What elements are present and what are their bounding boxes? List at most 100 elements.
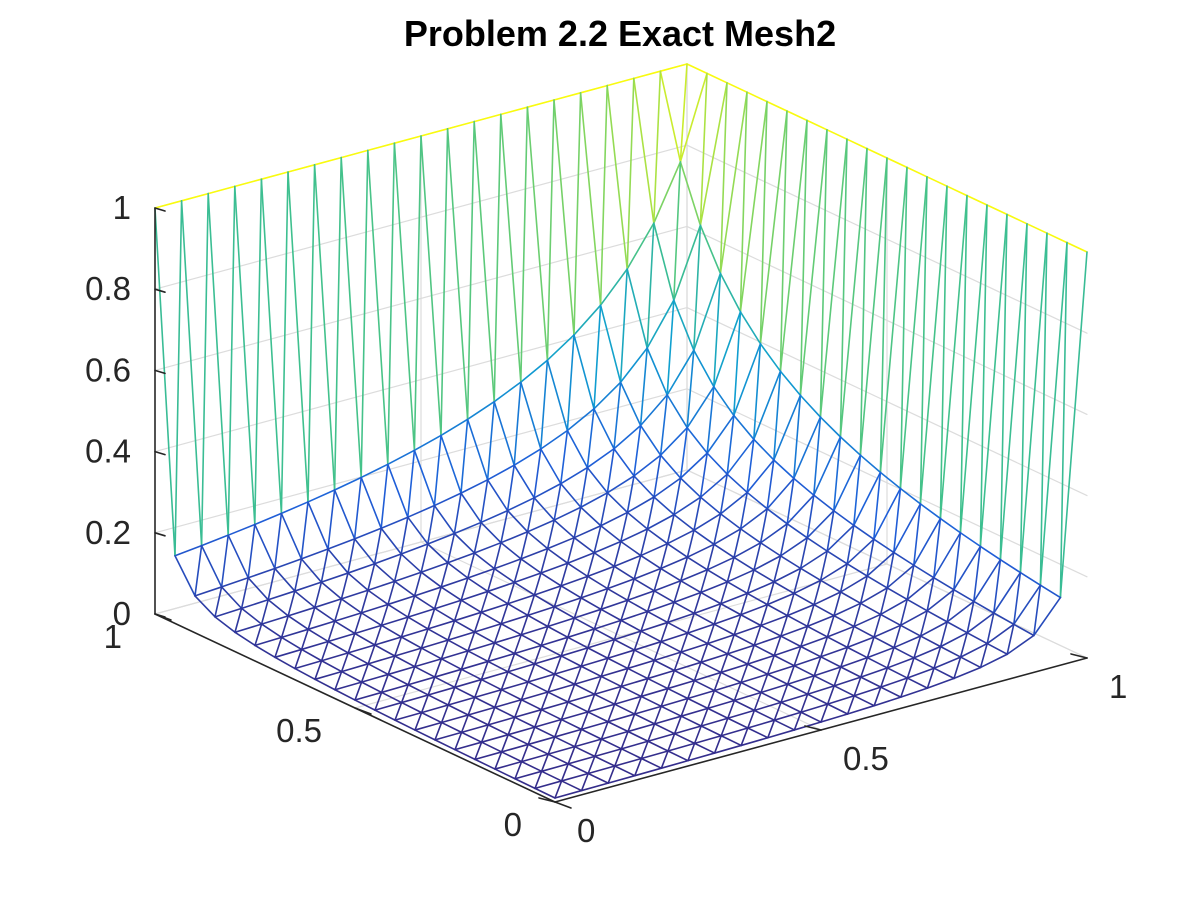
mesh-edge <box>726 556 735 583</box>
mesh-edge <box>480 521 502 544</box>
mesh-edge <box>719 581 729 605</box>
mesh-edge <box>454 741 483 751</box>
mesh-edge <box>719 272 742 313</box>
mesh-edge <box>466 577 489 593</box>
mesh-edge <box>446 561 469 579</box>
mesh-edge <box>487 724 510 736</box>
mesh-edge <box>347 538 356 574</box>
mesh-edge <box>353 612 363 635</box>
mesh-edge <box>553 597 582 608</box>
mesh-edge <box>966 600 975 634</box>
mesh-edge <box>679 426 689 479</box>
mesh-edge <box>520 625 549 636</box>
mesh-edge <box>520 743 530 763</box>
mesh-edge <box>653 715 683 725</box>
mesh-edge <box>493 400 516 467</box>
mesh-edge <box>673 601 696 615</box>
mesh-edge <box>260 178 283 515</box>
mesh-edge <box>400 683 410 704</box>
mesh-edge <box>726 581 749 595</box>
mesh-edge <box>713 543 735 559</box>
mesh-edge <box>899 487 922 505</box>
mesh-edge <box>460 724 490 734</box>
mesh-edge <box>453 599 463 622</box>
mesh-edge <box>234 623 263 634</box>
mesh-edge <box>507 726 536 736</box>
mesh-edge <box>706 414 735 454</box>
mesh-edge <box>434 731 463 741</box>
mesh-edge <box>280 615 290 639</box>
mesh-edge <box>447 696 476 706</box>
mesh-edge <box>926 588 955 612</box>
mesh-edge <box>799 119 808 397</box>
mesh-edge <box>659 542 669 570</box>
mesh-edge <box>287 590 296 617</box>
mesh-edge <box>407 616 429 630</box>
mesh-edge <box>653 640 662 662</box>
mesh-edge <box>493 706 516 719</box>
mesh-edge <box>500 509 509 544</box>
mesh-edge <box>912 517 942 567</box>
mesh-edge <box>613 565 636 580</box>
mesh-edge <box>580 720 609 731</box>
mesh-edge <box>420 543 429 574</box>
mesh-edge <box>566 536 576 565</box>
mesh-edge <box>806 693 829 705</box>
mesh-edge <box>873 696 902 707</box>
mesh-edge <box>726 414 735 475</box>
mesh-edge <box>699 82 728 227</box>
mesh-edge <box>686 612 696 634</box>
mesh-edge <box>926 609 949 623</box>
mesh-edge <box>700 661 722 674</box>
mesh-edge <box>832 509 855 527</box>
mesh-edge <box>373 562 396 583</box>
mesh-edge <box>580 657 609 668</box>
mesh-edge <box>533 726 556 738</box>
mesh-edge <box>333 489 356 540</box>
mesh-edge <box>826 129 848 140</box>
mesh-edge <box>334 670 343 691</box>
mesh-edge <box>506 464 516 512</box>
mesh-edge <box>959 631 969 658</box>
mesh-edge <box>460 590 489 602</box>
mesh-edge <box>546 536 576 550</box>
mesh-edge <box>899 609 929 627</box>
mesh-edge <box>460 492 482 524</box>
mesh-edge <box>946 185 968 197</box>
mesh-edge <box>760 683 789 694</box>
mesh-edge <box>567 693 596 703</box>
mesh-edge <box>639 347 649 427</box>
mesh-edge <box>466 552 476 579</box>
mesh-edge <box>353 538 376 565</box>
mesh-edge <box>686 529 695 558</box>
mesh-edge <box>480 670 509 681</box>
mesh-edge <box>234 631 256 647</box>
mesh-edge <box>706 689 716 710</box>
mesh-edge <box>354 681 363 701</box>
mesh-edge <box>373 644 396 657</box>
mesh-edge <box>912 564 935 579</box>
mesh-edge <box>679 161 702 227</box>
mesh-edge <box>620 730 629 750</box>
mesh-edge <box>546 617 576 628</box>
mesh-edge <box>792 416 822 480</box>
mesh-edge <box>593 381 622 410</box>
mesh-edge <box>613 630 642 641</box>
mesh-edge <box>699 581 729 594</box>
mesh-edge <box>766 654 776 676</box>
mesh-edge <box>473 678 483 699</box>
mesh-edge <box>593 608 602 630</box>
mesh-edge <box>799 625 809 648</box>
mesh-edge <box>846 538 875 565</box>
mesh-edge <box>646 590 656 613</box>
mesh-edge <box>793 579 822 595</box>
mesh-edge <box>420 561 449 574</box>
mesh-edge <box>560 647 589 657</box>
mesh-edge <box>334 688 356 701</box>
mesh-edge <box>813 666 842 677</box>
mesh-edge <box>234 178 263 188</box>
mesh-edge <box>333 476 363 491</box>
mesh-edge <box>1059 251 1088 599</box>
mesh-edge <box>320 652 350 662</box>
mesh-edge <box>906 667 935 679</box>
